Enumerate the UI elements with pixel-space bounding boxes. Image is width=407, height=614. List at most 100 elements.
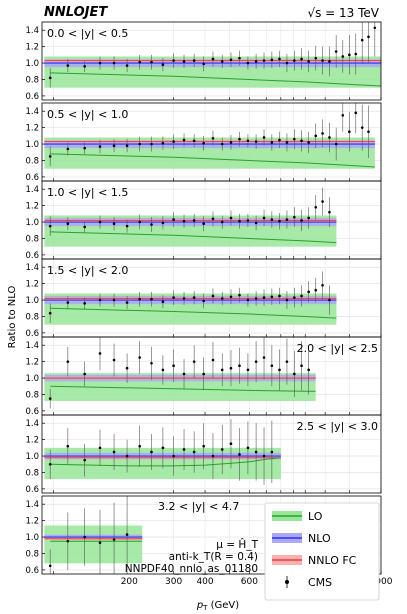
cms-point [334, 50, 338, 53]
cms-point [270, 450, 274, 454]
y-tick-label: 0.6 [25, 173, 39, 183]
cms-point [341, 114, 345, 117]
cms-point [293, 59, 296, 62]
cms-point [202, 444, 205, 448]
cms-point [220, 220, 224, 224]
cms-point [48, 155, 52, 158]
panel-label: 0.5 < |y| < 1.0 [47, 108, 128, 121]
panel-4 [42, 259, 381, 337]
cms-point [112, 358, 116, 362]
cms-point [238, 453, 241, 456]
y-tick-label: 0.8 [25, 75, 39, 85]
panel-plot-area [42, 181, 381, 259]
y-tick-label: 1.4 [25, 26, 39, 36]
cms-point [83, 65, 86, 68]
y-tick-label: 0.8 [25, 234, 39, 244]
cms-point [83, 372, 86, 376]
panel-2 [42, 103, 381, 181]
panel-label: 2.5 < |y| < 3.0 [297, 420, 378, 433]
cms-point [98, 298, 102, 302]
cms-point [211, 358, 215, 362]
cms-point [138, 444, 142, 448]
x-tick-label: 200 [121, 577, 138, 587]
panel-plot-area [42, 496, 381, 574]
panel-5 [42, 337, 381, 415]
y-tick-label: 1.2 [25, 202, 39, 212]
y-tick-label: 1.4 [25, 185, 39, 195]
panel-6 [42, 415, 381, 493]
annotation-line: NNPDF40_nnlo_as_01180 [125, 563, 258, 575]
cms-point [161, 63, 165, 66]
cms-point [254, 450, 258, 454]
cms-point [367, 130, 370, 134]
cms-point [161, 368, 165, 372]
lo-line [50, 307, 337, 319]
cms-point [278, 138, 281, 142]
cms-point [83, 225, 86, 229]
cms-point [211, 454, 215, 458]
cms-point [48, 462, 52, 466]
cms-point [314, 56, 318, 60]
cms-point [125, 144, 129, 147]
cms-point [83, 458, 86, 462]
y-tick-label: 1.4 [25, 500, 39, 510]
cms-point [48, 224, 52, 228]
cms-point [220, 368, 224, 372]
cms-point [66, 222, 70, 225]
cms-point [254, 60, 258, 63]
cms-point [138, 220, 142, 224]
cms-point [300, 294, 303, 298]
cms-point [262, 59, 266, 62]
cms-point [66, 539, 70, 543]
cms-point [262, 454, 266, 458]
legend-entry: NNLO FC [308, 554, 357, 567]
cms-point [348, 130, 351, 134]
cms-point [211, 294, 215, 298]
cms-point [150, 60, 153, 64]
cms-point [246, 219, 250, 222]
cms-point [172, 454, 175, 458]
y-tick-label: 1.0 [25, 452, 39, 462]
lo-line [50, 153, 375, 168]
cms-point [182, 297, 186, 300]
cms-point [307, 368, 310, 372]
cms-point [328, 60, 331, 63]
y-tick-label: 1.2 [25, 436, 39, 446]
y-tick-label: 1.4 [25, 419, 39, 429]
cms-point [229, 442, 233, 446]
y-tick-label: 1.4 [25, 107, 39, 117]
x-axis-label-sub: T [202, 604, 208, 610]
cms-point [150, 297, 153, 301]
cms-point [182, 138, 186, 142]
cms-point [246, 298, 250, 302]
x-tick-label: 2000 [370, 577, 393, 587]
panel-plot-area [42, 415, 381, 493]
cms-point [66, 444, 70, 448]
y-tick-label: 1.2 [25, 43, 39, 53]
panel-plot-area [42, 103, 381, 181]
cms-point [334, 142, 338, 146]
panel-plot-area [42, 259, 381, 337]
legend-entry: LO [308, 510, 323, 523]
panel-frame [41, 414, 382, 494]
cms-point [373, 26, 377, 30]
cms-point [66, 360, 70, 363]
cms-point [182, 448, 186, 451]
y-tick-label: 1.0 [25, 140, 39, 150]
cms-point [66, 147, 70, 151]
annotation-line: μ = Ĥ_T [216, 538, 258, 551]
lo-band [44, 525, 143, 564]
cms-point [270, 58, 274, 62]
legend-entry: CMS [308, 576, 332, 589]
cms-point [192, 450, 196, 454]
cms-point [278, 294, 281, 298]
cms-point [254, 297, 258, 300]
cms-point [220, 297, 224, 300]
cms-point [246, 446, 250, 450]
cms-point [285, 298, 289, 302]
cms-point [300, 57, 303, 61]
cms-point [172, 140, 175, 143]
cms-point [83, 302, 86, 305]
cms-point [314, 288, 318, 292]
x-tick-label: 600 [241, 577, 258, 587]
